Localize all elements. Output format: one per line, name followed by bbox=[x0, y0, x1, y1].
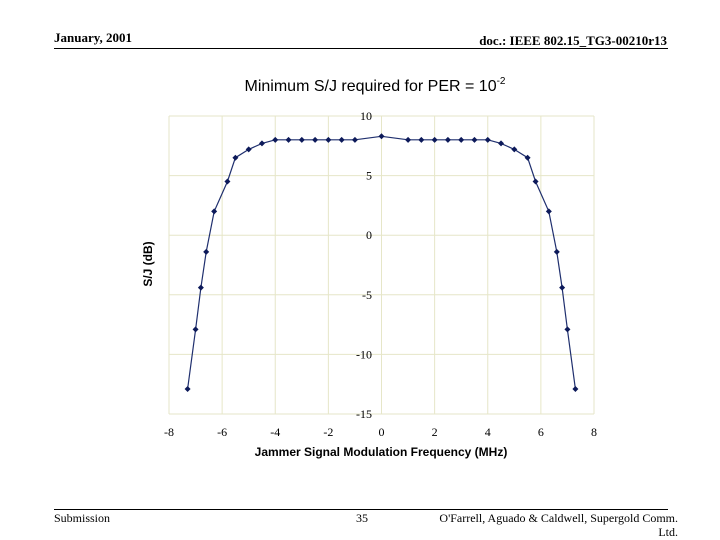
data-point bbox=[232, 154, 239, 161]
x-tick-label: 4 bbox=[485, 425, 491, 439]
x-tick-label: -8 bbox=[164, 425, 174, 439]
y-tick-labels: 10 5 0 -5 -10 -15 bbox=[356, 109, 372, 421]
data-point bbox=[245, 146, 252, 153]
data-point bbox=[378, 133, 385, 140]
x-tick-label: 6 bbox=[538, 425, 544, 439]
y-tick-label: 0 bbox=[366, 228, 372, 242]
header-date: January, 2001 bbox=[54, 30, 133, 45]
data-point bbox=[312, 136, 319, 143]
y-axis-label: S/J (dB) bbox=[141, 241, 155, 286]
data-point bbox=[572, 385, 579, 392]
grid bbox=[168, 115, 595, 415]
data-point bbox=[444, 136, 451, 143]
footer-authors-line2: Ltd. bbox=[658, 525, 678, 539]
data-point bbox=[545, 208, 552, 215]
data-point bbox=[211, 208, 218, 215]
y-tick-label: -5 bbox=[362, 288, 372, 302]
data-point bbox=[431, 136, 438, 143]
footer-authors-line1: O'Farrell, Aguado & Caldwell, Supergold … bbox=[439, 511, 678, 525]
data-point bbox=[559, 284, 566, 291]
footer-authors: O'Farrell, Aguado & Caldwell, Supergold … bbox=[439, 511, 678, 539]
y-tick-label: -15 bbox=[356, 407, 372, 421]
x-tick-label: 0 bbox=[379, 425, 385, 439]
data-point bbox=[184, 385, 191, 392]
header-doc-id: doc.: IEEE 802.15_TG3-00210r13 bbox=[479, 33, 667, 48]
data-point bbox=[458, 136, 465, 143]
x-tick-label: -4 bbox=[270, 425, 280, 439]
data-point bbox=[418, 136, 425, 143]
data-point bbox=[511, 146, 518, 153]
y-tick-label: 10 bbox=[360, 109, 372, 123]
data-point bbox=[224, 178, 231, 185]
data-point bbox=[338, 136, 345, 143]
data-point bbox=[524, 154, 531, 161]
data-point bbox=[285, 136, 292, 143]
data-point bbox=[405, 136, 412, 143]
series bbox=[184, 133, 579, 392]
x-tick-label: -2 bbox=[323, 425, 333, 439]
header-rule bbox=[54, 48, 668, 49]
data-point bbox=[272, 136, 279, 143]
footer-page-number: 35 bbox=[356, 511, 368, 525]
data-point bbox=[192, 326, 199, 333]
footer-submission: Submission bbox=[54, 511, 111, 525]
data-point bbox=[298, 136, 305, 143]
data-point bbox=[325, 136, 332, 143]
x-tick-label: 2 bbox=[432, 425, 438, 439]
chart-title-exponent: -2 bbox=[496, 76, 506, 87]
x-tick-labels: -8 -6 -4 -2 0 2 4 6 8 bbox=[164, 425, 597, 439]
data-point bbox=[532, 178, 539, 185]
data-point bbox=[553, 248, 560, 255]
y-tick-label: -10 bbox=[356, 347, 372, 361]
data-point bbox=[484, 136, 491, 143]
chart-title-main: Minimum S/J required for PER = 10 bbox=[244, 78, 497, 95]
x-axis-label: Jammer Signal Modulation Frequency (MHz) bbox=[255, 445, 508, 459]
data-point bbox=[351, 136, 358, 143]
x-tick-label: 8 bbox=[591, 425, 597, 439]
data-point bbox=[498, 140, 505, 147]
y-tick-label: 5 bbox=[366, 169, 372, 183]
data-point bbox=[258, 140, 265, 147]
footer-rule bbox=[54, 509, 668, 510]
data-point bbox=[203, 248, 210, 255]
data-point bbox=[471, 136, 478, 143]
data-point bbox=[564, 326, 571, 333]
chart-title: Minimum S/J required for PER = 10-2 bbox=[0, 76, 720, 96]
x-tick-label: -6 bbox=[217, 425, 227, 439]
data-point bbox=[197, 284, 204, 291]
